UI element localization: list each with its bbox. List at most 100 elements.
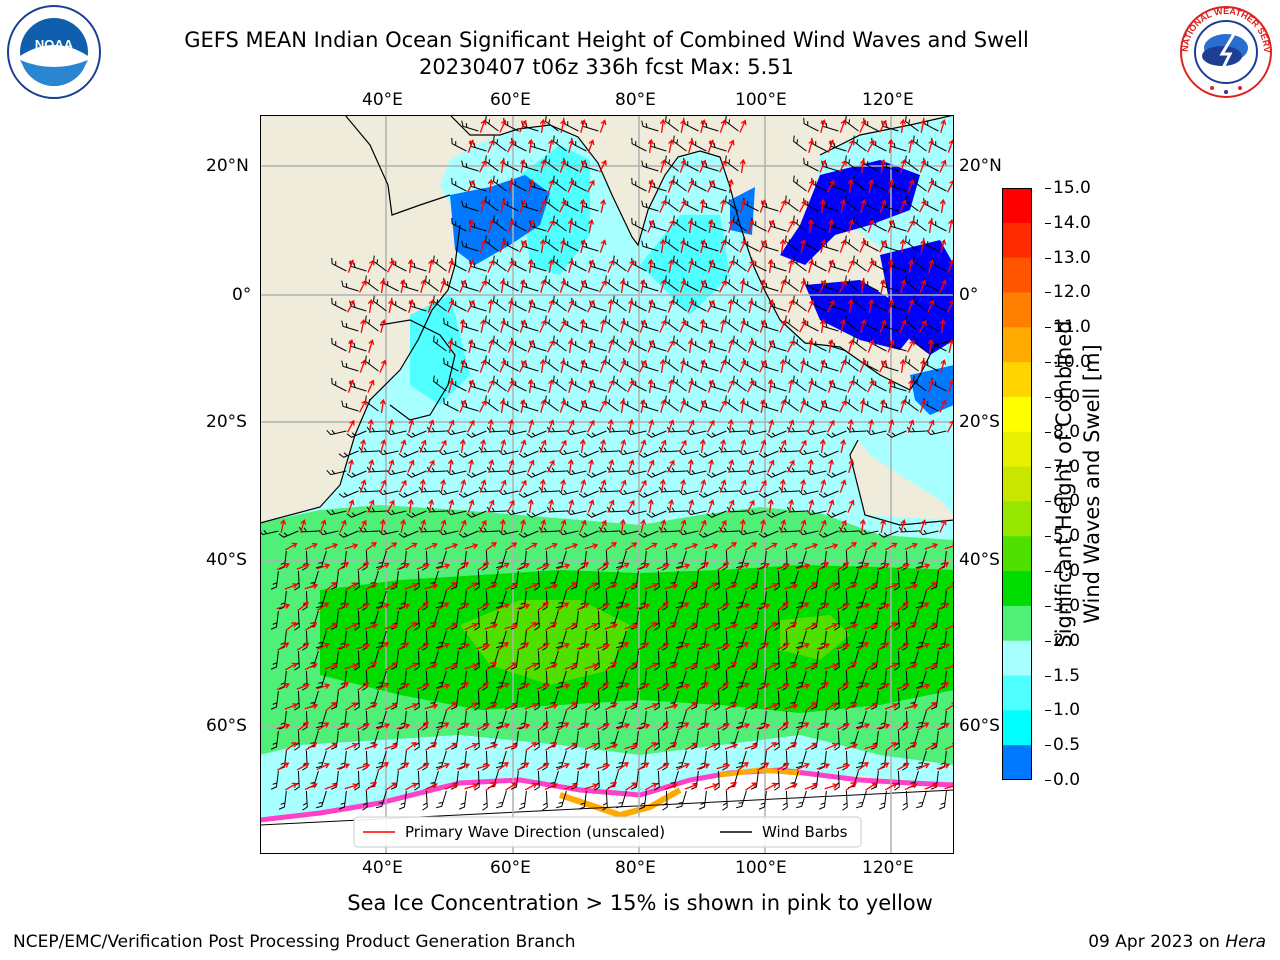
- wind-barb: [458, 490, 479, 498]
- lon-label-bottom: 120°E: [862, 858, 914, 878]
- wave-direction-arrow: [668, 498, 675, 514]
- wave-direction-arrow: [487, 178, 494, 194]
- colorbar-tick-label: 0.5: [1045, 735, 1080, 755]
- wind-barb: [375, 790, 387, 809]
- wave-direction-arrow: [476, 602, 490, 611]
- wave-direction-arrow: [779, 319, 787, 333]
- wave-direction-arrow: [560, 118, 567, 134]
- noaa-logo-text: NOAA: [35, 37, 74, 52]
- wind-barb: [826, 430, 847, 438]
- wave-direction-arrow: [696, 602, 710, 611]
- wind-barb: [435, 550, 447, 569]
- wave-direction-arrow: [368, 459, 375, 473]
- wave-direction-arrow: [544, 782, 558, 791]
- wave-direction-arrow: [547, 339, 555, 353]
- wind-barb: [795, 670, 807, 689]
- wave-direction-arrow: [799, 199, 807, 213]
- wave-direction-arrow: [660, 279, 667, 293]
- wind-barb: [498, 449, 519, 456]
- wave-direction-arrow: [356, 602, 370, 611]
- wave-direction-arrow: [759, 239, 767, 253]
- wind-barb: [315, 630, 327, 649]
- wave-direction-arrow: [908, 378, 915, 394]
- wave-direction-arrow: [487, 298, 494, 314]
- wave-direction-arrow: [584, 742, 598, 751]
- wave-direction-arrow: [888, 299, 895, 313]
- wave-direction-arrow: [647, 339, 655, 353]
- wave-direction-arrow: [684, 622, 698, 631]
- colorbar-segment: [1002, 292, 1032, 328]
- colorbar-segment: [1002, 571, 1032, 607]
- wind-barb: [778, 526, 799, 533]
- wave-direction-arrow: [647, 498, 654, 514]
- wind-barb: [486, 426, 507, 433]
- wave-direction-arrow: [939, 198, 946, 214]
- wind-barb: [641, 240, 659, 252]
- wave-direction-arrow: [664, 542, 678, 551]
- wave-direction-arrow: [860, 319, 867, 333]
- wind-barb: [915, 710, 927, 729]
- wave-direction-arrow: [576, 602, 590, 611]
- wind-barb: [838, 526, 859, 533]
- wave-direction-arrow: [540, 399, 547, 413]
- wave-direction-arrow: [919, 199, 927, 213]
- wave-direction-arrow: [827, 259, 835, 273]
- wave-direction-arrow: [760, 398, 767, 414]
- wind-barb: [665, 355, 679, 372]
- wind-barb: [545, 155, 559, 172]
- wave-direction-arrow: [605, 542, 617, 552]
- wave-direction-arrow: [716, 643, 731, 650]
- wind-barb: [446, 509, 467, 516]
- wave-direction-arrow: [788, 378, 795, 394]
- wind-barb: [443, 397, 459, 412]
- wave-direction-arrow: [347, 259, 355, 273]
- wave-direction-arrow: [284, 582, 299, 590]
- wind-barb: [853, 335, 867, 352]
- wind-barb: [578, 790, 587, 810]
- wave-direction-arrow: [600, 318, 607, 334]
- wave-direction-arrow: [845, 782, 857, 792]
- colorbar-tick-label: 9.0: [1045, 387, 1080, 407]
- wind-barb: [406, 470, 427, 478]
- wave-direction-arrow: [584, 663, 599, 670]
- wave-direction-arrow: [385, 662, 398, 671]
- wave-direction-arrow: [397, 642, 410, 651]
- wave-direction-arrow: [588, 458, 595, 474]
- wave-direction-arrow: [667, 219, 675, 233]
- wave-direction-arrow: [568, 259, 575, 273]
- wind-barb: [795, 590, 807, 609]
- wind-barb: [618, 529, 639, 536]
- wind-barb: [853, 295, 867, 312]
- wind-barb: [482, 790, 488, 811]
- wave-direction-arrow: [344, 543, 359, 550]
- wave-direction-arrow: [719, 479, 727, 493]
- wave-direction-arrow: [728, 219, 735, 233]
- wave-direction-arrow: [687, 299, 695, 313]
- wave-direction-arrow: [484, 742, 499, 750]
- wave-direction-arrow: [505, 542, 518, 551]
- wave-direction-arrow: [859, 239, 867, 253]
- wave-direction-arrow: [648, 419, 655, 433]
- wave-direction-arrow: [496, 682, 510, 691]
- wave-direction-arrow: [404, 782, 418, 791]
- wave-direction-arrow: [356, 722, 370, 731]
- wind-barb: [766, 470, 787, 478]
- wave-direction-arrow: [379, 479, 387, 493]
- wave-direction-arrow: [685, 702, 697, 712]
- wave-direction-arrow: [324, 782, 339, 790]
- wave-direction-arrow: [540, 279, 547, 293]
- colorbar-tick-label: 0.0: [1045, 770, 1080, 790]
- wind-barb: [598, 446, 619, 453]
- wave-direction-arrow: [780, 279, 787, 293]
- wind-barb: [341, 320, 359, 332]
- wave-direction-arrow: [347, 299, 355, 313]
- wind-barb: [375, 710, 387, 729]
- wave-direction-arrow: [385, 542, 398, 551]
- wave-direction-arrow: [539, 238, 546, 254]
- wave-direction-arrow: [548, 258, 555, 274]
- colorbar-tick-label: 10.0: [1045, 352, 1091, 372]
- wave-direction-arrow: [799, 439, 807, 453]
- wave-direction-arrow: [537, 722, 549, 732]
- wave-direction-arrow: [899, 118, 906, 134]
- wind-barb: [545, 355, 559, 372]
